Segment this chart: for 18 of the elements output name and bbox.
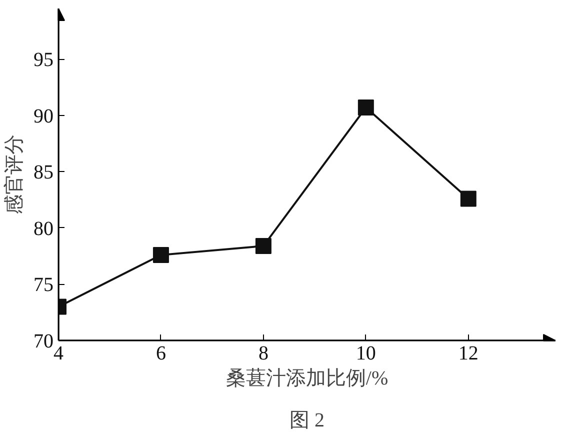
point <box>358 100 374 116</box>
point <box>152 246 169 263</box>
caption: 图 2 <box>290 410 324 432</box>
x-tick-label: 8 <box>258 342 268 364</box>
point <box>255 238 272 254</box>
x-tick-label: 4 <box>54 342 64 364</box>
y-tick-label: 70 <box>34 330 54 352</box>
point <box>460 190 476 207</box>
y-tick-label: 90 <box>34 105 54 128</box>
y-tick-label: 95 <box>34 49 54 72</box>
y-axis-title: 感官评分 <box>2 134 26 214</box>
x-tick-label: 12 <box>458 342 478 364</box>
y-tick-label: 80 <box>34 218 54 240</box>
x-axis-title: 桑葚汁添加比例/% <box>226 368 388 390</box>
x-tick-label: 6 <box>156 342 166 364</box>
y-tick-label: 75 <box>34 274 54 296</box>
x-tick-label: 10 <box>356 342 376 364</box>
y-tick-label: 85 <box>34 162 54 184</box>
